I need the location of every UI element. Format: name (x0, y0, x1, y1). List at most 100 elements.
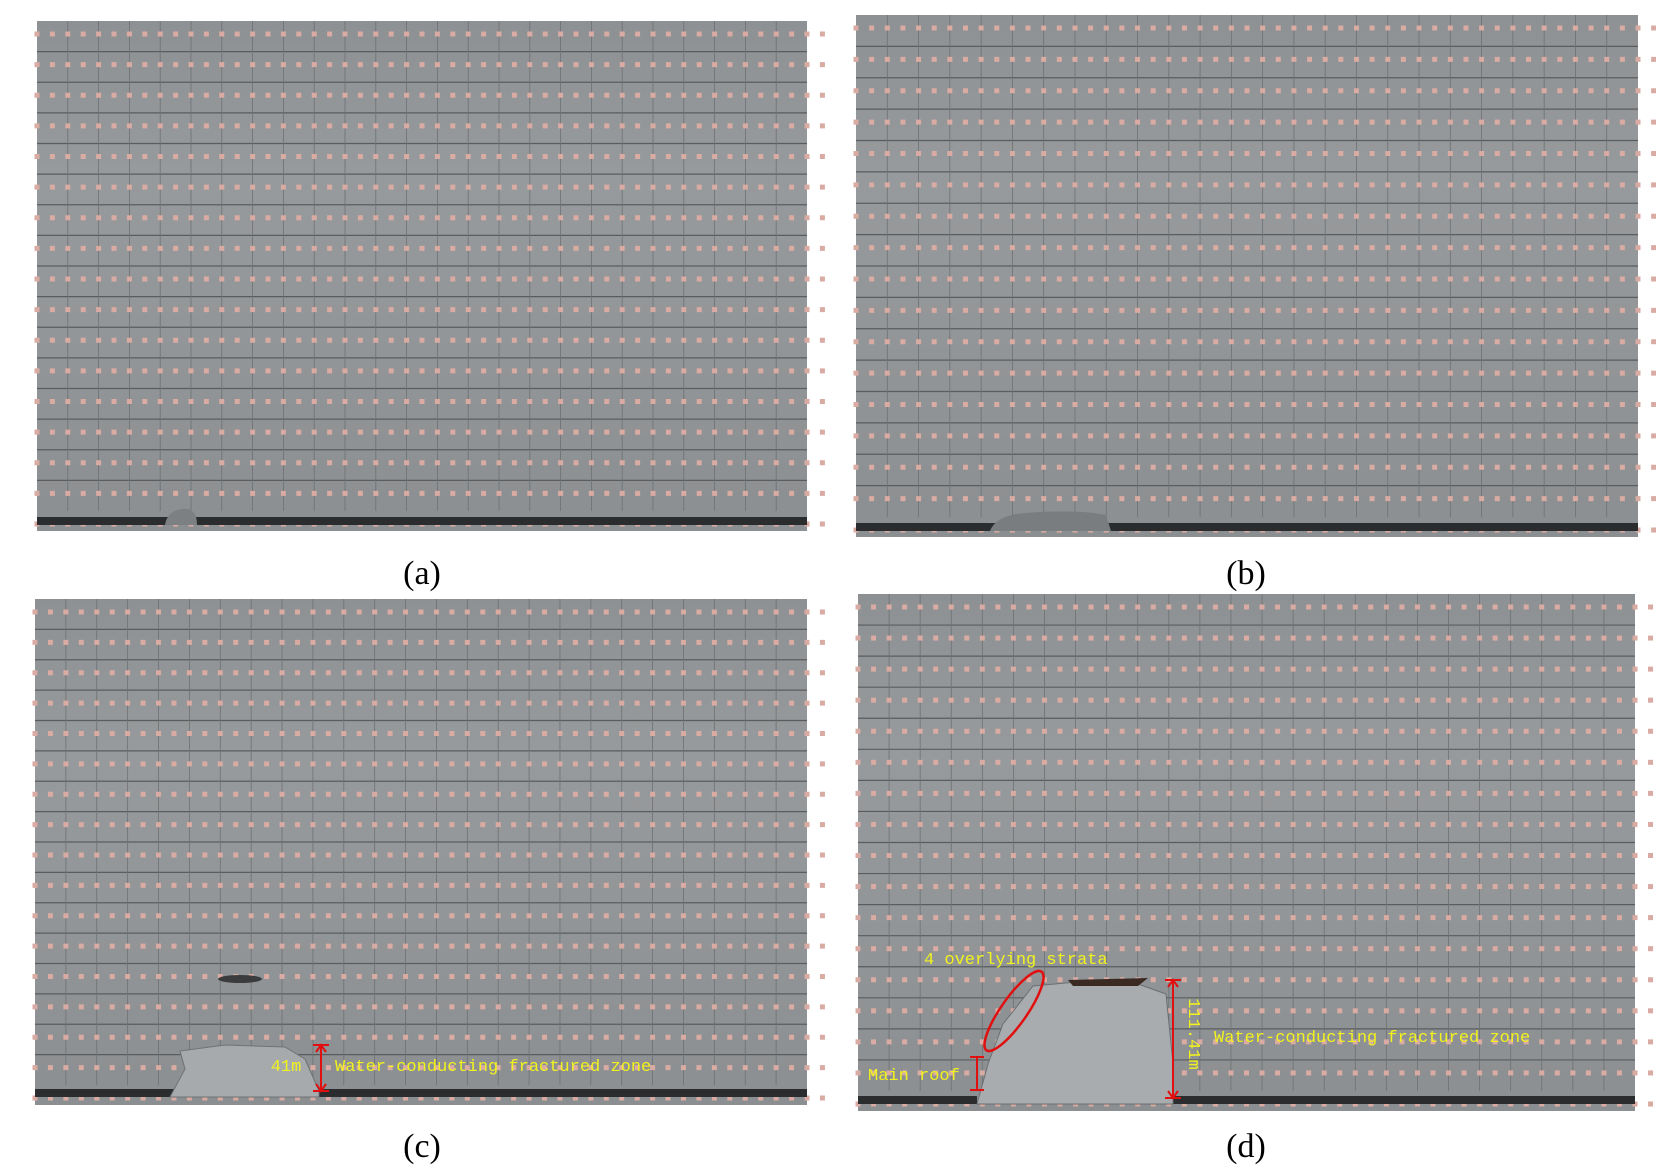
marker (464, 822, 470, 828)
marker (186, 731, 192, 736)
marker (1275, 821, 1281, 827)
marker (1041, 276, 1047, 282)
marker (948, 1070, 954, 1076)
marker (758, 123, 764, 129)
marker (186, 700, 192, 706)
marker (804, 639, 810, 645)
marker (712, 276, 718, 282)
marker (142, 429, 148, 435)
marker (1541, 276, 1547, 282)
marker (1213, 370, 1219, 376)
marker (356, 700, 362, 706)
marker (665, 123, 671, 129)
marker (219, 184, 225, 190)
marker (1057, 759, 1063, 765)
marker (156, 913, 162, 919)
marker (186, 609, 192, 615)
marker (1383, 1039, 1389, 1045)
marker (109, 639, 115, 645)
marker (884, 339, 890, 345)
marker (32, 1095, 38, 1101)
marker (419, 123, 425, 129)
marker (558, 92, 564, 98)
marker (1572, 245, 1578, 251)
marker (280, 460, 286, 466)
marker (962, 213, 968, 219)
marker (819, 1065, 825, 1071)
collapse (990, 511, 1111, 531)
marker (635, 92, 641, 98)
marker (1352, 946, 1358, 952)
marker (78, 700, 84, 706)
marker (233, 609, 239, 615)
marker (65, 245, 71, 251)
marker (280, 92, 286, 98)
marker (126, 31, 132, 37)
marker (995, 604, 1001, 610)
marker (1446, 790, 1452, 796)
marker (142, 490, 148, 496)
marker (1213, 182, 1219, 188)
marker (202, 700, 208, 706)
marker (1166, 946, 1172, 952)
marker (1275, 370, 1281, 376)
marker (634, 761, 640, 767)
marker (186, 639, 192, 645)
marker (526, 791, 532, 797)
marker (1338, 182, 1344, 188)
marker (542, 276, 548, 282)
marker (742, 307, 748, 313)
marker (264, 943, 270, 949)
marker (1430, 790, 1436, 796)
marker (1119, 56, 1125, 62)
marker (1150, 666, 1156, 672)
marker (603, 852, 609, 858)
marker (933, 853, 939, 858)
marker (203, 429, 209, 435)
marker (219, 245, 225, 251)
marker (634, 1095, 640, 1101)
marker (1383, 635, 1389, 641)
marker (542, 399, 548, 404)
marker (650, 731, 656, 736)
marker (1119, 853, 1125, 858)
marker (186, 670, 192, 676)
marker (78, 1004, 84, 1010)
marker (1477, 1039, 1483, 1045)
marker (948, 821, 954, 827)
marker (526, 731, 532, 736)
marker (311, 307, 317, 313)
marker (886, 1008, 892, 1014)
marker (1056, 182, 1062, 188)
marker (1041, 370, 1047, 376)
marker (1150, 245, 1156, 251)
marker (419, 276, 425, 282)
marker (1321, 697, 1327, 703)
marker (1057, 697, 1063, 703)
marker (1492, 1070, 1498, 1076)
marker (619, 368, 625, 374)
marker (264, 1004, 270, 1010)
marker (495, 639, 501, 645)
marker (496, 31, 502, 37)
marker (1275, 464, 1281, 470)
marker (1461, 666, 1467, 672)
marker (1494, 25, 1500, 31)
marker (1463, 245, 1469, 251)
marker (186, 1095, 192, 1101)
marker (248, 882, 254, 888)
marker (495, 761, 501, 767)
marker (1492, 853, 1498, 858)
marker (1228, 88, 1234, 94)
marker (758, 184, 764, 190)
marker (63, 974, 69, 979)
marker (233, 670, 239, 676)
marker (573, 429, 579, 435)
marker (1244, 821, 1249, 827)
marker (450, 429, 456, 435)
marker (871, 790, 877, 796)
marker (1073, 790, 1079, 796)
marker (404, 31, 410, 37)
marker (727, 460, 733, 466)
